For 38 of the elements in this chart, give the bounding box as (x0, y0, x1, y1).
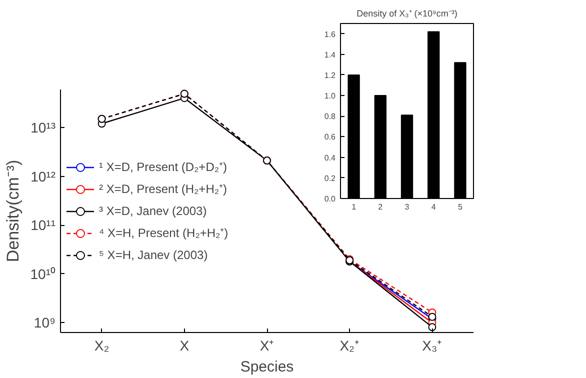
x-tick-label: 3 (404, 202, 410, 212)
x-tick-label: 5 (458, 202, 463, 212)
point (428, 323, 436, 332)
y-axis-title: Density(cm⁻³) (3, 160, 22, 262)
y-tick-label: 10⁹ (34, 314, 56, 331)
x-tick-label: X₂ (94, 338, 110, 354)
x-tick-label: 4 (431, 202, 436, 212)
y-tick-label: 0.2 (324, 174, 336, 183)
bar (348, 74, 360, 198)
chart-title: Density of X₃⁺ (×10⁹cm⁻³) (356, 8, 458, 18)
legend-label: ⁴ X=H, Present (H₂+H₂⁺) (99, 225, 228, 241)
x-axis-title: Species (240, 358, 294, 376)
y-tick-label: 0.8 (324, 112, 336, 122)
y-tick-label: 1.2 (324, 70, 336, 80)
x-tick-label: X₂⁺ (340, 338, 360, 354)
y-tick-label: 10¹¹ (30, 217, 56, 234)
y-tick-label: 1.4 (324, 50, 336, 60)
y-tick-label: 0.4 (324, 153, 336, 162)
x-tick-label: 2 (378, 202, 384, 212)
y-tick-label: 1.6 (324, 30, 336, 39)
bar (400, 114, 414, 198)
x-tick-label: 1 (352, 202, 357, 212)
legend-label: ¹ X=D, Present (D₂+D₂⁺) (99, 159, 228, 175)
bar (454, 62, 466, 198)
bar (428, 31, 440, 198)
y-tick-label: 10¹⁰ (30, 266, 56, 282)
y-tick-label: 10¹³ (30, 119, 56, 136)
y-tick-label: 1.0 (324, 92, 336, 101)
y-tick-label: 0.0 (324, 194, 336, 204)
x-tick-label: X⁺ (260, 338, 274, 354)
y-tick-label: 0.6 (324, 132, 336, 142)
x-tick-label: X₃⁺ (422, 338, 442, 354)
legend-label: ⁵ X=H, Janev (2003) (99, 246, 208, 262)
y-tick-label: 10¹² (30, 168, 56, 184)
legend-label: ² X=D, Present (H₂+H₂⁺) (99, 181, 228, 197)
bar (374, 95, 386, 198)
x-tick-label: X (180, 338, 190, 354)
legend-label: ³ X=D, Janev (2003) (99, 202, 207, 218)
